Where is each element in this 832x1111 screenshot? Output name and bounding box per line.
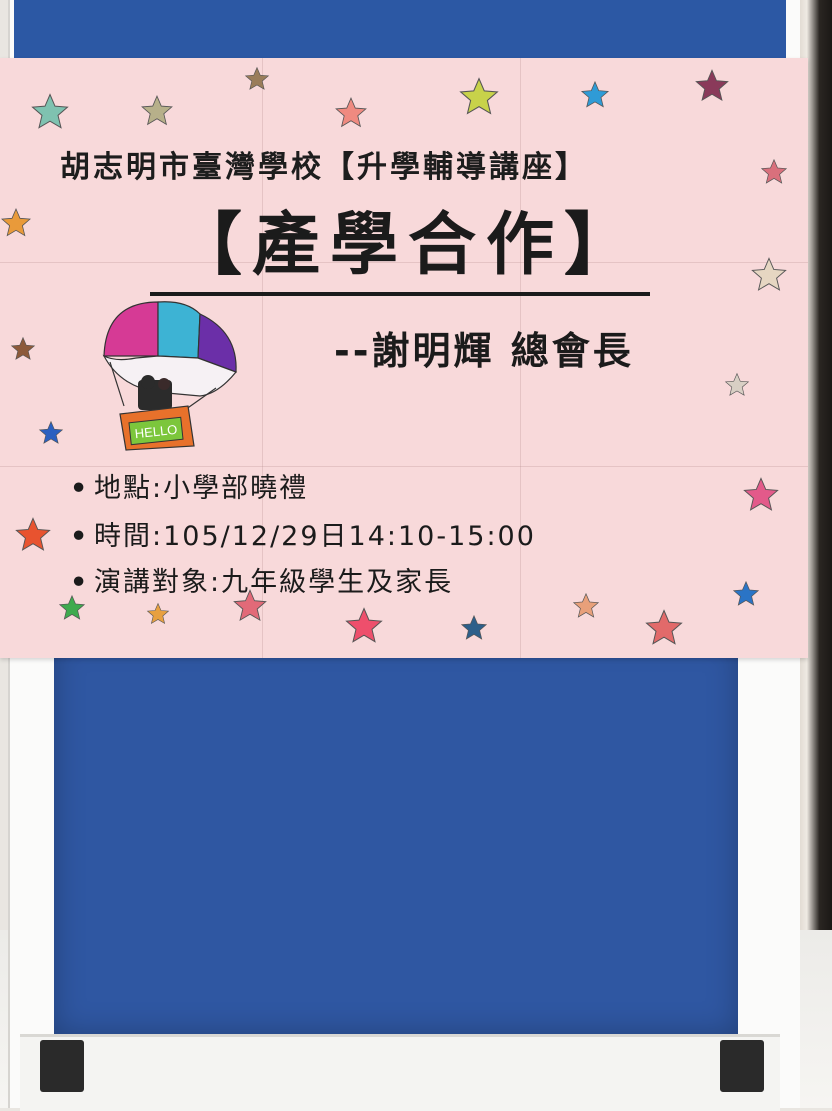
- balloon-sign-text: HELLO: [134, 422, 178, 441]
- poster-fold: [262, 58, 263, 658]
- school-header: 胡志明市臺灣學校【升學輔導講座】: [60, 150, 588, 185]
- detail-time: • 時間:105/12/29日14:10-15:00: [70, 514, 536, 553]
- star-icon: [146, 602, 170, 626]
- board-panel-blue: [54, 640, 738, 1034]
- star-icon: [344, 606, 384, 646]
- star-icon: [232, 588, 268, 624]
- star-icon: [58, 594, 86, 622]
- board-clip-left: [40, 1040, 84, 1092]
- detail-location: • 地點:小學部曉禮: [70, 466, 308, 505]
- hot-air-balloon-icon: HELLO: [96, 296, 246, 466]
- title-underline: [150, 292, 650, 296]
- star-icon: [30, 92, 70, 132]
- star-icon: [760, 158, 788, 186]
- detail-audience: • 演講對象:九年級學生及家長: [70, 560, 453, 599]
- detail-text: 演講對象:九年級學生及家長: [94, 567, 454, 598]
- star-icon: [0, 204, 32, 242]
- star-icon: [742, 476, 780, 514]
- star-icon: [458, 76, 500, 118]
- page-title: 【產學合作】: [174, 205, 643, 285]
- poster-fold: [0, 466, 808, 467]
- star-icon: [750, 256, 788, 294]
- detail-text: 地點:小學部曉禮: [94, 473, 309, 504]
- poster-fold: [0, 262, 808, 263]
- star-icon: [644, 608, 684, 648]
- bullet-dot: •: [70, 521, 90, 552]
- bullet-dot: •: [70, 473, 90, 504]
- star-icon: [140, 94, 174, 128]
- detail-text: 時間:105/12/29日14:10-15:00: [94, 521, 536, 552]
- star-icon: [694, 68, 730, 104]
- star-icon: [724, 372, 750, 398]
- star-icon: [244, 66, 270, 92]
- star-icon: [14, 516, 52, 554]
- star-icon: [572, 592, 600, 620]
- star-icon: [460, 614, 488, 642]
- star-icon: [38, 420, 64, 446]
- speaker-line: --謝明輝 總會長: [334, 329, 634, 373]
- star-icon: [10, 336, 36, 362]
- star-icon: [732, 580, 760, 608]
- board-bottom-frame: [20, 1034, 780, 1111]
- star-icon: [334, 96, 368, 130]
- poster-fold: [520, 58, 521, 658]
- board-clip-right: [720, 1040, 764, 1092]
- star-icon: [580, 80, 610, 110]
- bullet-dot: •: [70, 567, 90, 598]
